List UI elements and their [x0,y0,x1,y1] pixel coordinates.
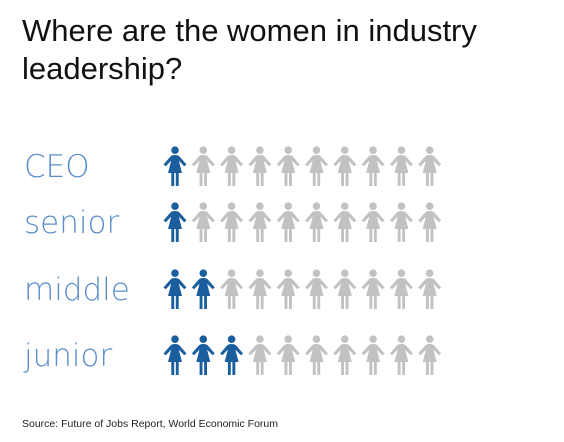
row-label-CEO: CEO [24,149,90,185]
person-icon [361,146,385,186]
person-icon [163,269,187,309]
person-icon [361,202,385,242]
row-label-junior: junior [23,338,112,374]
person-icon [220,335,244,375]
person-icon [276,335,300,375]
person-icon [333,146,357,186]
person-icon [305,335,328,375]
person-icon [276,269,300,309]
person-icon [220,269,244,309]
source-note: Source: Future of Jobs Report, World Eco… [22,418,278,430]
person-icon [191,146,215,186]
person-icon [248,269,272,309]
person-icon [389,269,413,309]
person-icon [305,146,328,186]
person-icon [305,202,328,242]
person-icon [191,202,215,242]
row-label-senior: senior [24,205,119,241]
person-icon [248,202,272,242]
person-icon [220,202,244,242]
person-icon [418,335,442,375]
person-icon [276,146,300,186]
person-icon [389,335,413,375]
person-icon [191,335,215,375]
person-icon [248,146,272,186]
person-icon [361,269,385,309]
person-icon [163,202,187,242]
person-icon [276,202,300,242]
person-icon [389,146,413,186]
person-icon [163,146,187,186]
person-icon [389,202,413,242]
person-icon [305,269,328,309]
person-icon [248,335,272,375]
person-icon [333,202,357,242]
person-icon [220,146,244,186]
person-icon [163,335,187,375]
person-icon [418,269,442,309]
person-icon [418,202,442,242]
person-icon [191,269,215,309]
person-icon [333,335,357,375]
person-icon [418,146,442,186]
row-label-middle: middle [24,272,130,308]
chart-title: Where are the women in industry leadersh… [22,13,477,86]
person-icon [361,335,385,375]
person-icon [333,269,357,309]
